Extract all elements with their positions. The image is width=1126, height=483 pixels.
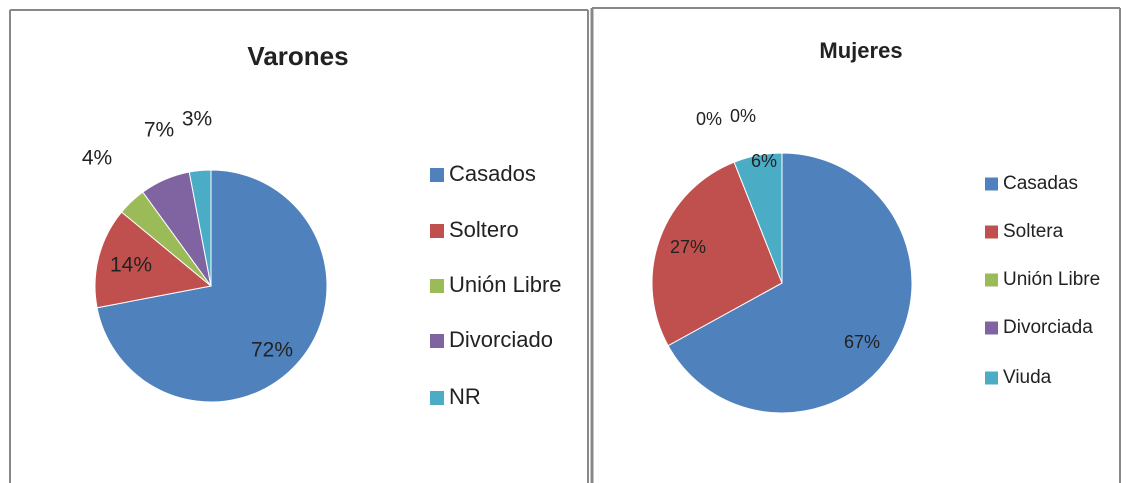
pie-slice [651, 161, 783, 347]
data-label: 27% [670, 237, 706, 257]
data-label: 0% [696, 109, 722, 129]
legend-label: NR [449, 384, 481, 409]
pie-slice [188, 169, 212, 287]
legend-swatch [430, 168, 444, 182]
legend-swatch [985, 321, 998, 335]
legend-label: Casados [449, 161, 536, 186]
pie-slice [733, 152, 783, 284]
legend-swatch [430, 224, 444, 238]
legend-label: Soltero [449, 217, 519, 242]
legend-label: Unión Libre [1003, 269, 1100, 290]
chart-title: Mujeres [819, 38, 902, 63]
data-label: 14% [110, 254, 152, 277]
data-label: 4% [82, 147, 112, 170]
data-label: 7% [144, 119, 174, 142]
pie-slice [94, 211, 213, 309]
legend-swatch [430, 279, 444, 293]
legend-swatch [985, 273, 998, 287]
pie-slice [667, 152, 913, 414]
legend-label: Viuda [1003, 367, 1052, 388]
legend-swatch [985, 177, 998, 191]
legend-swatch [985, 225, 998, 239]
legend-label: Unión Libre [449, 272, 562, 297]
legend-swatch [430, 334, 444, 348]
legend-swatch [985, 371, 998, 385]
data-label: 3% [182, 108, 212, 131]
pie-slice [96, 169, 328, 403]
data-label: 67% [844, 332, 880, 352]
data-label: 72% [251, 339, 293, 362]
legend-label: Divorciada [1003, 317, 1093, 338]
legend-label: Casadas [1003, 173, 1078, 194]
data-label: 6% [751, 151, 777, 171]
legend-swatch [430, 391, 444, 405]
chart-title: Varones [247, 41, 348, 71]
legend-label: Divorciado [449, 327, 553, 352]
legend-label: Soltera [1003, 221, 1064, 242]
data-label: 0% [730, 106, 756, 126]
